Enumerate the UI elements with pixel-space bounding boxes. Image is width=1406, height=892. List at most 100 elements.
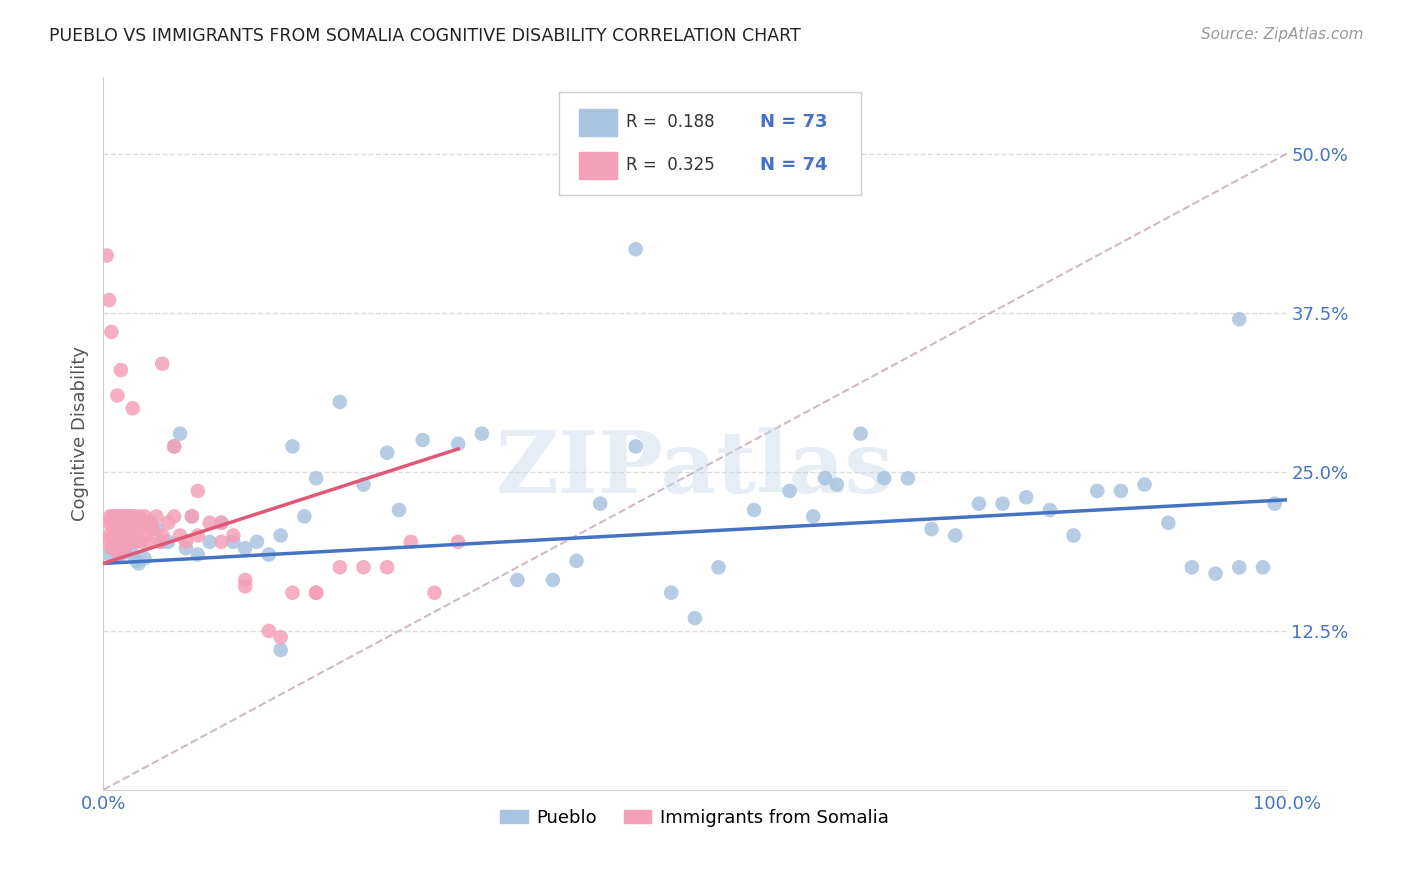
Point [1251,560,1274,574]
Point [174,534,197,549]
Point [134,551,156,566]
Point [114,543,136,558]
Point [124,534,146,549]
Point [471,426,494,441]
Point [779,483,801,498]
Point [329,560,352,574]
Point [150,534,173,549]
Point [98,293,121,307]
Point [353,560,375,574]
Point [118,516,141,530]
Point [233,541,256,556]
Point [157,516,180,530]
Point [121,516,143,530]
Point [246,534,269,549]
Point [105,534,128,549]
Point [624,439,647,453]
Point [115,528,138,542]
Text: PUEBLO VS IMMIGRANTS FROM SOMALIA COGNITIVE DISABILITY CORRELATION CHART: PUEBLO VS IMMIGRANTS FROM SOMALIA COGNIT… [49,27,801,45]
Point [115,509,138,524]
Point [814,471,837,485]
Point [423,585,446,599]
Point [104,509,127,524]
Point [104,516,127,530]
Point [707,560,730,574]
Point [180,509,202,524]
Point [128,522,150,536]
Point [541,573,564,587]
Point [211,516,233,530]
Bar [579,152,617,178]
Point [139,516,162,530]
Point [233,573,256,587]
Point [198,516,221,530]
Point [257,548,280,562]
Point [114,522,136,536]
Point [128,509,150,524]
Text: Source: ZipAtlas.com: Source: ZipAtlas.com [1201,27,1364,42]
Point [110,528,132,542]
Point [125,528,148,542]
Point [112,528,135,542]
Point [98,548,121,562]
Point [129,534,152,549]
Text: R =  0.325: R = 0.325 [626,156,716,174]
Bar [579,109,617,136]
Point [100,516,122,530]
Point [122,509,145,524]
Point [967,497,990,511]
Y-axis label: Cognitive Disability: Cognitive Disability [72,346,89,521]
Point [305,585,328,599]
Point [506,573,529,587]
Point [142,522,165,536]
Point [105,539,128,553]
Point [447,437,470,451]
Point [187,548,209,562]
Point [121,528,143,542]
Legend: Pueblo, Immigrants from Somalia: Pueblo, Immigrants from Somalia [494,802,897,834]
Point [1227,560,1250,574]
Point [101,534,124,549]
Point [125,554,148,568]
Point [849,426,872,441]
Point [117,522,139,536]
Point [412,433,434,447]
Point [115,534,138,549]
Point [1109,483,1132,498]
Point [104,543,127,558]
Point [128,557,150,571]
Point [233,579,256,593]
Point [101,541,124,556]
FancyBboxPatch shape [558,92,860,195]
Point [589,497,612,511]
Point [187,528,209,542]
Point [1205,566,1227,581]
Point [683,611,706,625]
Point [1157,516,1180,530]
Point [169,528,191,542]
Point [136,534,159,549]
Point [105,516,128,530]
Point [991,497,1014,511]
Point [180,509,202,524]
Point [270,528,292,542]
Point [1039,503,1062,517]
Point [375,446,398,460]
Point [211,516,233,530]
Point [121,401,143,416]
Point [111,516,134,530]
Point [163,509,186,524]
Point [163,439,186,453]
Point [1133,477,1156,491]
Point [117,534,139,549]
Text: R =  0.188: R = 0.188 [626,113,714,131]
Point [292,509,315,524]
Point [270,630,292,644]
Point [150,357,173,371]
Point [104,522,127,536]
Point [121,509,143,524]
Point [873,471,896,485]
Point [145,522,167,536]
Point [305,585,328,599]
Point [100,541,122,556]
